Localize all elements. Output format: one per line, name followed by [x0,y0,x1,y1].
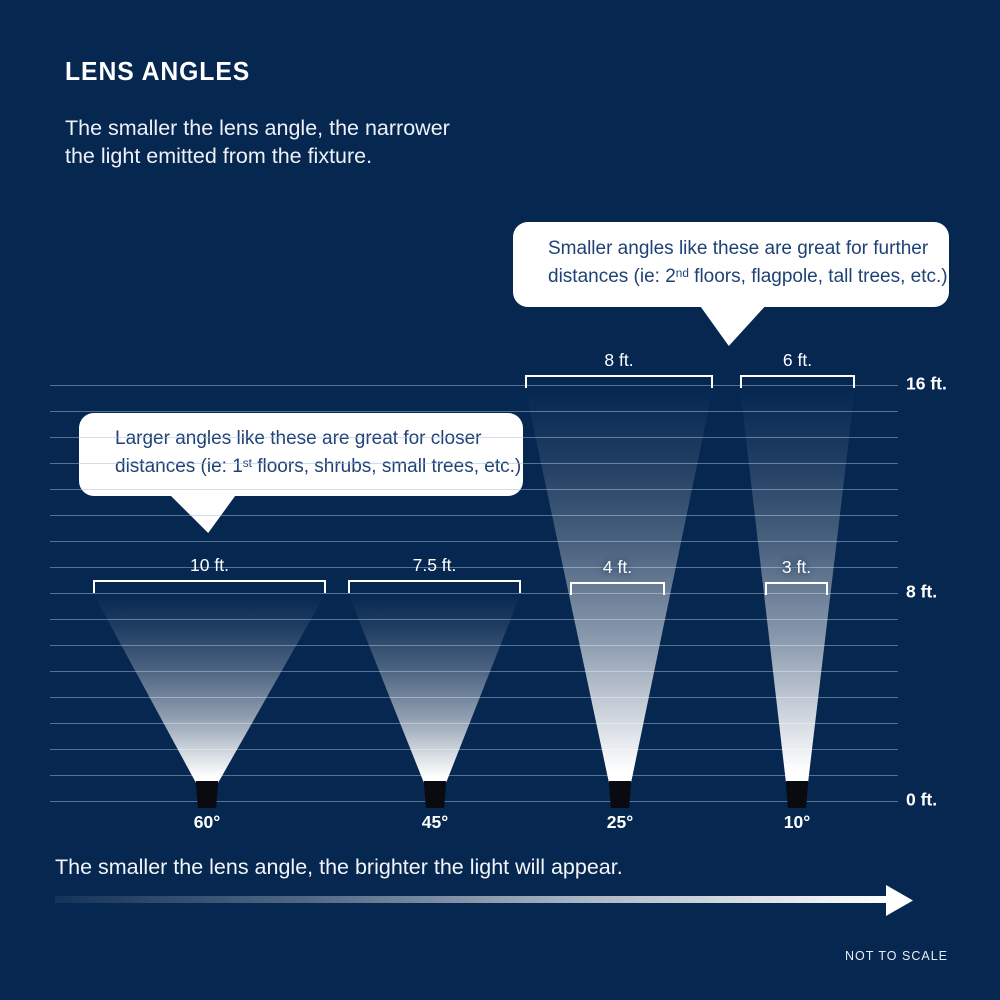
grid-line [50,437,898,438]
ordinal-suffix: nd [675,266,689,280]
width-label: 7.5 ft. [412,555,457,575]
callout-larger-angles: Larger angles like these are great for c… [79,413,523,496]
grid-line [50,411,898,412]
grid-line [50,567,898,568]
page-title: LENS ANGLES [65,56,251,86]
callout-smaller-angles: Smaller angles like these are great for … [513,222,949,307]
callout-larger-text: Larger angles like these are great for c… [115,425,521,483]
light-fixture [608,781,632,808]
measure-bracket [740,375,855,388]
callout-smaller-line2-rest: floors, flagpole, tall trees, etc.) [688,266,948,287]
light-beam-45deg [348,593,521,783]
grid-line [50,463,898,464]
subtitle-line-1: The smaller the lens angle, the narrower [65,116,450,140]
measure-bracket [93,580,326,593]
axis-label-16: 16 ft. [906,373,947,394]
measure-bracket [348,580,521,593]
angle-label-60deg: 60° [193,812,221,832]
arrow-right-icon [886,885,913,916]
grid-line [50,515,898,516]
grid-line [50,723,898,724]
light-beam-60deg [93,593,326,783]
brightness-arrow-shaft [55,896,888,903]
subtitle-line-2: the light emitted from the fixture. [65,144,373,168]
grid-line [50,775,898,776]
width-label: 4 ft. [602,557,633,577]
callout-smaller-line2: distances (ie: 2 [548,266,676,287]
measure-bracket [570,582,665,595]
width-label: 8 ft. [604,350,634,370]
callout-larger-tail [167,492,238,533]
width-label: 6 ft. [782,350,813,370]
light-fixture [195,781,219,808]
angle-label-25deg: 25° [606,812,634,832]
measure-bracket [525,375,713,388]
callout-larger-line2: distances (ie: 1 [115,456,243,477]
not-to-scale-note: NOT TO SCALE [844,949,948,963]
axis-label-0: 0 ft. [906,789,938,810]
light-fixture [423,781,447,808]
angle-label-45deg: 45° [421,812,449,832]
measure-bracket [765,582,828,595]
grid-line [50,541,898,542]
callout-larger-line1: Larger angles like these are great for c… [115,428,482,449]
callout-larger-line2-rest: floors, shrubs, small trees, etc.) [251,456,522,477]
width-label: 3 ft. [781,557,812,577]
callout-smaller-line1: Smaller angles like these are great for … [548,238,929,259]
footer-caption: The smaller the lens angle, the brighter… [55,855,623,879]
callout-smaller-text: Smaller angles like these are great for … [548,235,948,293]
page-subtitle: The smaller the lens angle, the narrower… [65,114,450,170]
width-label: 10 ft. [190,555,229,575]
callout-smaller-tail [698,303,768,346]
grid-line [50,489,898,490]
grid-line [50,385,898,386]
grid-line [50,749,898,750]
axis-label-8: 8 ft. [906,581,938,602]
grid-line [50,801,898,802]
angle-label-10deg: 10° [783,812,811,832]
light-fixture [785,781,809,808]
